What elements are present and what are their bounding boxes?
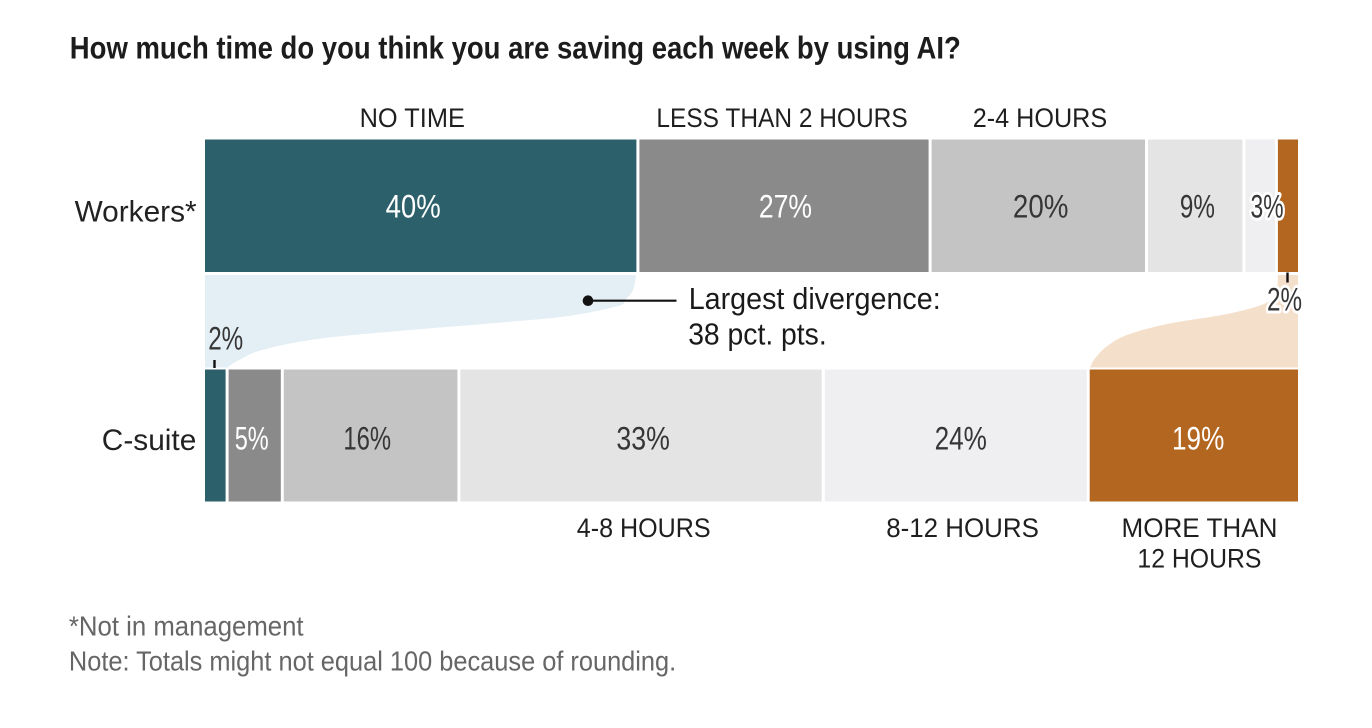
svg-text:40%: 40% bbox=[386, 189, 441, 225]
svg-text:NO TIME: NO TIME bbox=[360, 103, 465, 133]
svg-text:2%: 2% bbox=[208, 321, 243, 357]
svg-text:33%: 33% bbox=[616, 421, 669, 457]
svg-text:3%: 3% bbox=[1251, 189, 1284, 225]
svg-text:20%: 20% bbox=[1013, 189, 1069, 225]
svg-text:2-4 HOURS: 2-4 HOURS bbox=[973, 103, 1107, 133]
svg-text:24%: 24% bbox=[935, 421, 987, 457]
svg-text:Note: Totals might not equal 1: Note: Totals might not equal 100 because… bbox=[69, 646, 676, 677]
svg-text:12 HOURS: 12 HOURS bbox=[1137, 544, 1261, 574]
svg-text:4-8 HOURS: 4-8 HOURS bbox=[577, 513, 711, 543]
svg-text:38 pct. pts.: 38 pct. pts. bbox=[688, 318, 827, 352]
svg-text:27%: 27% bbox=[759, 189, 812, 225]
svg-text:How much time do you think you: How much time do you think you are savin… bbox=[70, 30, 961, 66]
svg-text:Workers*: Workers* bbox=[75, 195, 198, 228]
svg-text:C-suite: C-suite bbox=[102, 424, 196, 457]
svg-text:5%: 5% bbox=[235, 421, 269, 457]
svg-text:2%: 2% bbox=[1267, 282, 1302, 318]
svg-text:16%: 16% bbox=[343, 421, 391, 457]
svg-text:19%: 19% bbox=[1172, 421, 1224, 457]
svg-text:MORE THAN: MORE THAN bbox=[1122, 513, 1278, 543]
svg-text:Largest divergence:: Largest divergence: bbox=[689, 282, 941, 316]
svg-text:8-12 HOURS: 8-12 HOURS bbox=[886, 513, 1039, 543]
svg-text:LESS THAN 2 HOURS: LESS THAN 2 HOURS bbox=[656, 103, 907, 133]
svg-text:9%: 9% bbox=[1180, 189, 1215, 225]
svg-text:*Not in management: *Not in management bbox=[69, 610, 304, 641]
